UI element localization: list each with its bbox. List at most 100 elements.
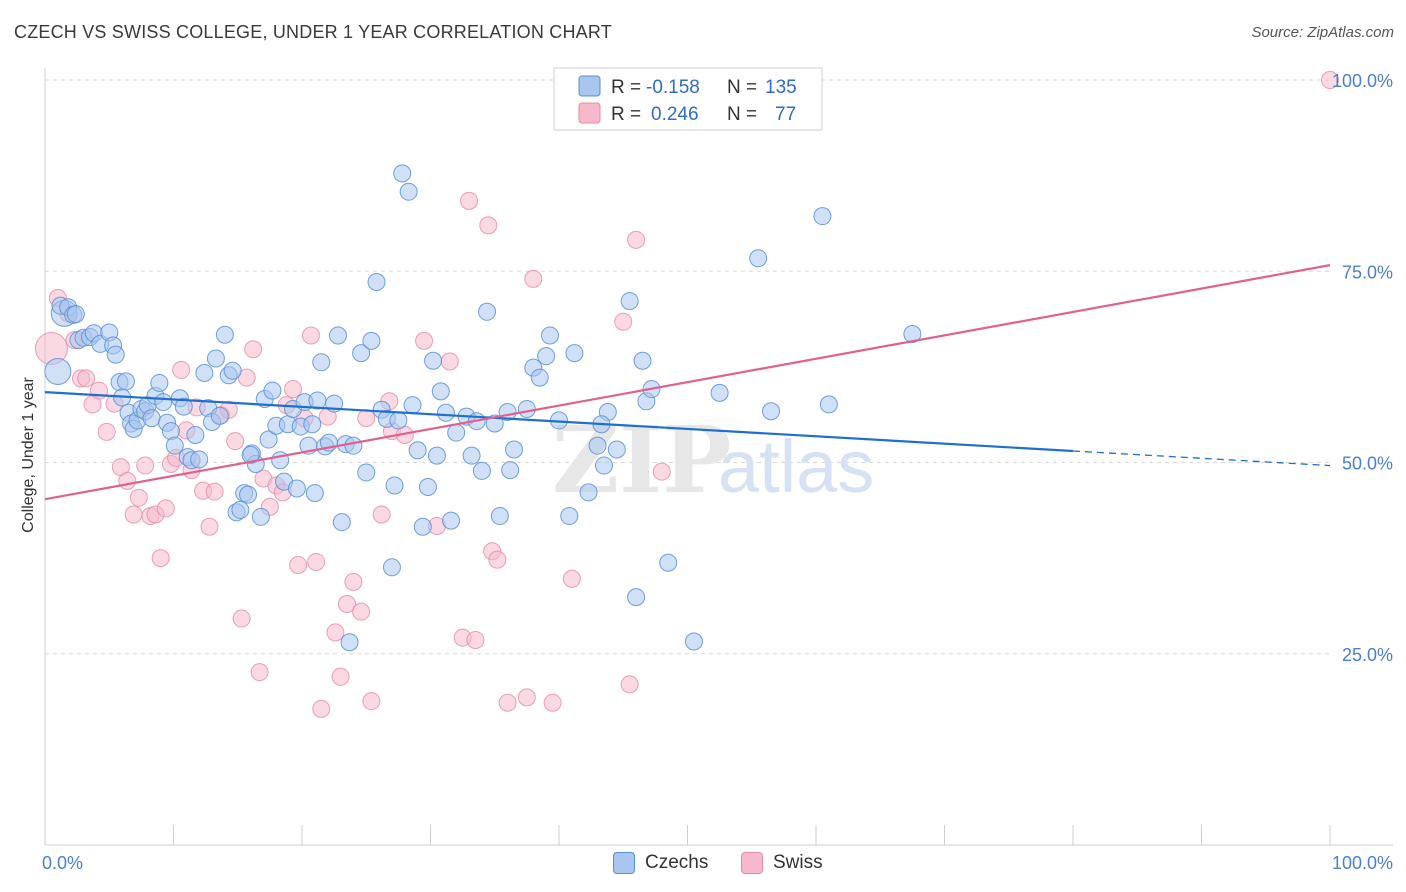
czech-point bbox=[517, 399, 536, 418]
czechs-series bbox=[44, 164, 922, 652]
swiss-point bbox=[226, 432, 245, 451]
swiss-point bbox=[77, 369, 96, 388]
czech-point bbox=[106, 345, 125, 364]
czech-point bbox=[332, 513, 351, 532]
czech-point bbox=[627, 588, 646, 607]
axes bbox=[44, 68, 1393, 846]
legend-swiss-r-label: R = bbox=[611, 104, 641, 125]
legend-czech-r-value: -0.158 bbox=[646, 77, 700, 98]
legend-label-czechs: Czechs bbox=[645, 852, 709, 873]
legend-item-swiss[interactable]: Swiss bbox=[741, 852, 823, 874]
y-tick-label: 25.0% bbox=[1342, 645, 1393, 665]
swiss-point bbox=[136, 456, 155, 475]
swiss-point bbox=[562, 569, 581, 588]
swiss-point bbox=[124, 505, 143, 524]
legend-swiss-swatch bbox=[578, 102, 601, 124]
czech-point bbox=[620, 292, 639, 311]
legend-czech-swatch bbox=[578, 75, 601, 97]
czech-point bbox=[588, 436, 607, 455]
czech-point bbox=[263, 381, 282, 400]
czech-point bbox=[344, 436, 363, 455]
swiss-point bbox=[326, 623, 345, 642]
czech-point bbox=[190, 450, 209, 469]
swiss-point bbox=[352, 602, 371, 621]
czech-point bbox=[393, 164, 412, 183]
czech-point bbox=[418, 477, 437, 496]
czech-point bbox=[633, 351, 652, 370]
swiss-series bbox=[34, 71, 1339, 718]
czech-point bbox=[431, 382, 450, 401]
swiss-point bbox=[232, 609, 251, 628]
czech-point bbox=[305, 484, 324, 503]
czech-point bbox=[66, 305, 85, 324]
czech-point bbox=[251, 507, 270, 526]
legend-top: R = -0.158 N = 135 R = 0.246 N = 77 bbox=[553, 67, 823, 131]
legend-swiss-r-value: 0.246 bbox=[651, 104, 699, 125]
czech-point bbox=[206, 349, 225, 368]
swiss-point bbox=[620, 675, 639, 694]
czech-point bbox=[352, 344, 371, 363]
swiss-point bbox=[362, 692, 381, 711]
swiss-point bbox=[652, 462, 671, 481]
czech-point bbox=[490, 507, 509, 526]
czech-point bbox=[762, 402, 781, 421]
czech-point bbox=[462, 446, 481, 465]
czech-point bbox=[186, 425, 205, 444]
czech-point bbox=[447, 423, 466, 442]
czech-point bbox=[749, 249, 768, 268]
swiss-swatch bbox=[741, 852, 763, 874]
czech-point bbox=[659, 553, 678, 572]
swiss-point bbox=[307, 552, 326, 571]
legend-bottom: Czechs Swiss bbox=[0, 852, 1406, 878]
x-tick-label: 0.0% bbox=[42, 853, 83, 873]
czech-point bbox=[231, 500, 250, 519]
swiss-point bbox=[344, 572, 363, 591]
czech-point bbox=[408, 441, 427, 460]
legend-czech-n-value: 135 bbox=[765, 77, 797, 98]
czech-point bbox=[472, 461, 491, 480]
czech-point bbox=[424, 351, 443, 370]
swiss-point bbox=[312, 699, 331, 718]
swiss-point bbox=[1321, 71, 1339, 89]
legend-czech-n-label: N = bbox=[727, 77, 757, 98]
swiss-point bbox=[466, 630, 485, 649]
swiss-point bbox=[250, 663, 269, 682]
czech-point bbox=[505, 440, 524, 459]
swiss-point bbox=[301, 326, 320, 345]
swiss-point bbox=[357, 409, 376, 428]
swiss-trend-line bbox=[44, 264, 1331, 501]
swiss-point bbox=[440, 352, 459, 371]
czechs-swatch bbox=[613, 852, 635, 874]
swiss-point bbox=[488, 550, 507, 569]
swiss-point bbox=[331, 667, 350, 686]
czech-point bbox=[389, 411, 408, 430]
czech-point bbox=[385, 476, 404, 495]
czech-point bbox=[241, 445, 260, 464]
czech-point bbox=[399, 182, 418, 201]
legend-item-czechs[interactable]: Czechs bbox=[613, 852, 708, 874]
legend-swiss-n-value: 77 bbox=[775, 104, 796, 125]
swiss-point bbox=[118, 471, 137, 490]
czech-point bbox=[340, 633, 359, 652]
swiss-point bbox=[244, 340, 263, 359]
czech-point bbox=[210, 406, 229, 425]
swiss-point bbox=[627, 230, 646, 249]
swiss-point bbox=[337, 595, 356, 614]
czech-point bbox=[710, 383, 729, 402]
swiss-point bbox=[200, 517, 219, 536]
czech-point bbox=[442, 511, 461, 530]
chart-title: CZECH VS SWISS COLLEGE, UNDER 1 YEAR COR… bbox=[14, 22, 612, 42]
czech-point bbox=[382, 558, 401, 577]
czech-point bbox=[560, 507, 579, 526]
czech-point bbox=[537, 347, 556, 366]
czech-point bbox=[312, 353, 331, 372]
czech-point bbox=[436, 403, 455, 422]
swiss-point bbox=[524, 269, 543, 288]
czech-point bbox=[501, 461, 520, 480]
swiss-point bbox=[498, 693, 517, 712]
czech-point bbox=[607, 440, 626, 459]
swiss-point bbox=[97, 422, 116, 441]
czech-point bbox=[215, 325, 234, 344]
czech-point bbox=[239, 485, 258, 504]
